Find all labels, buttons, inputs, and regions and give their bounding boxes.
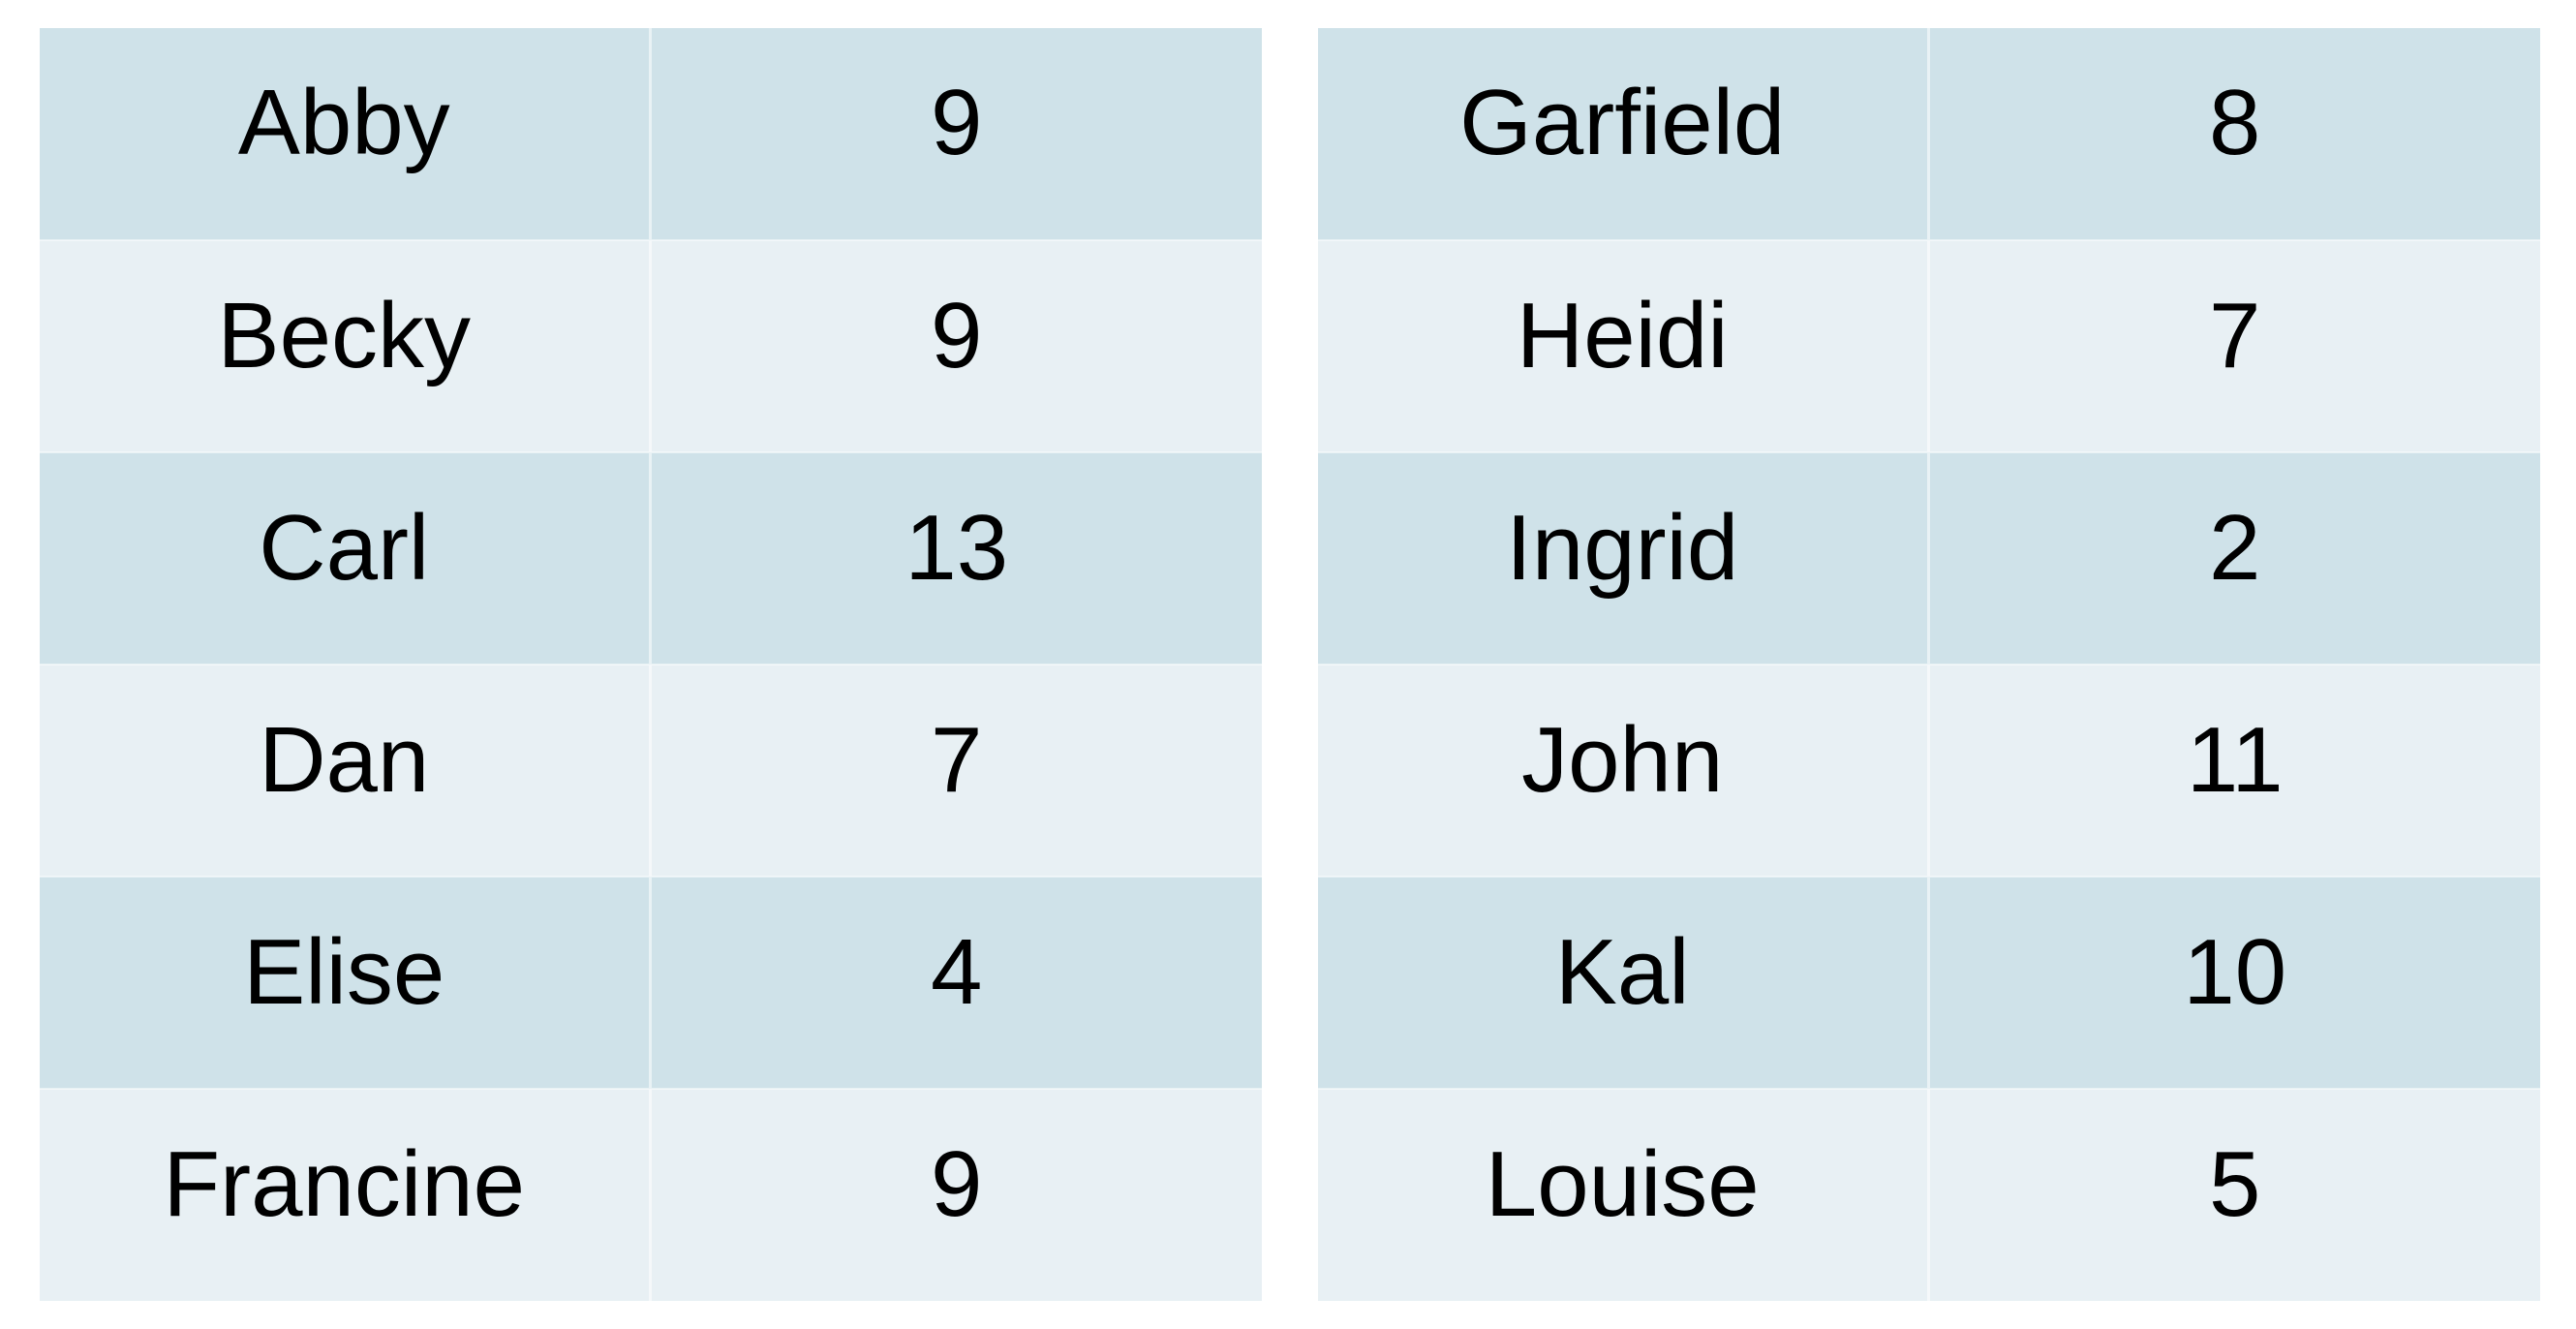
table-row: Elise 4 bbox=[40, 876, 1262, 1089]
value-cell: 8 bbox=[1928, 28, 2540, 240]
name-value-table-right: Garfield 8 Heidi 7 Ingrid 2 John 11 Kal … bbox=[1318, 28, 2540, 1301]
name-cell: Francine bbox=[40, 1088, 652, 1301]
table-row: Abby 9 bbox=[40, 28, 1262, 240]
table-row: Francine 9 bbox=[40, 1088, 1262, 1301]
name-cell: Louise bbox=[1318, 1088, 1930, 1301]
table-row: Becky 9 bbox=[40, 239, 1262, 452]
name-cell: Dan bbox=[40, 664, 652, 877]
table-row: John 11 bbox=[1318, 664, 2540, 877]
name-cell: John bbox=[1318, 664, 1930, 877]
table-row: Kal 10 bbox=[1318, 876, 2540, 1089]
name-cell: Ingrid bbox=[1318, 451, 1930, 664]
value-cell: 2 bbox=[1928, 451, 2540, 664]
name-cell: Abby bbox=[40, 28, 652, 240]
table-row: Garfield 8 bbox=[1318, 28, 2540, 240]
value-cell: 7 bbox=[650, 664, 1262, 877]
name-value-table-left: Abby 9 Becky 9 Carl 13 Dan 7 Elise 4 Fra… bbox=[40, 28, 1262, 1301]
value-cell: 10 bbox=[1928, 876, 2540, 1089]
table-row: Heidi 7 bbox=[1318, 239, 2540, 452]
name-cell: Elise bbox=[40, 876, 652, 1089]
table-row: Carl 13 bbox=[40, 451, 1262, 664]
name-cell: Garfield bbox=[1318, 28, 1930, 240]
value-cell: 9 bbox=[650, 1088, 1262, 1301]
name-cell: Carl bbox=[40, 451, 652, 664]
table-row: Ingrid 2 bbox=[1318, 451, 2540, 664]
value-cell: 11 bbox=[1928, 664, 2540, 877]
value-cell: 5 bbox=[1928, 1088, 2540, 1301]
value-cell: 4 bbox=[650, 876, 1262, 1089]
name-cell: Heidi bbox=[1318, 239, 1930, 452]
value-cell: 9 bbox=[650, 239, 1262, 452]
value-cell: 13 bbox=[650, 451, 1262, 664]
value-cell: 9 bbox=[650, 28, 1262, 240]
name-cell: Becky bbox=[40, 239, 652, 452]
table-row: Dan 7 bbox=[40, 664, 1262, 877]
value-cell: 7 bbox=[1928, 239, 2540, 452]
name-cell: Kal bbox=[1318, 876, 1930, 1089]
table-row: Louise 5 bbox=[1318, 1088, 2540, 1301]
